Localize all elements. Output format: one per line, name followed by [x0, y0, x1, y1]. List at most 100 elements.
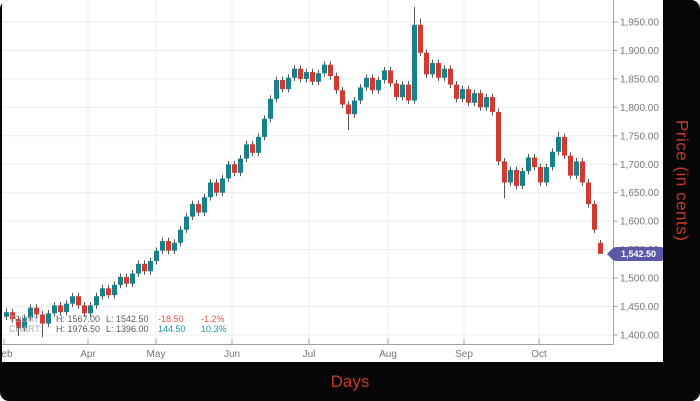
legend-today-high: H: 1567.00 [56, 314, 101, 324]
candle-body [58, 305, 63, 313]
legend-today-change: -18.50 [158, 314, 184, 324]
candle-body [64, 303, 69, 313]
candle-body [328, 64, 333, 77]
candle-body [214, 182, 219, 193]
x-tick-label: Jun [224, 349, 240, 360]
candle-body [364, 77, 369, 88]
chart-panel: 1,950.00 1,900.00 1,850.00 1,800.00 1,750.00… [2, 0, 663, 362]
candle-body [220, 178, 225, 193]
chart-legend: TODAY: H: 1567.00 L: 1542.50 -18.50 -1.2… [9, 314, 237, 334]
candle-body [70, 296, 75, 304]
candle-body [376, 80, 381, 91]
candle-body [130, 273, 135, 284]
candle-body [280, 80, 285, 90]
y-tick-label: 1,750.00 [620, 131, 659, 142]
y-tick-label: 1,450.00 [620, 302, 659, 313]
candle-body [10, 312, 15, 320]
candle-body [154, 250, 159, 261]
candle-body [424, 52, 429, 75]
candle-body [76, 296, 81, 306]
candle-body [484, 97, 489, 108]
candle-body [538, 167, 543, 183]
candle-body [4, 312, 9, 317]
candlestick-chart[interactable]: 1,950.00 1,900.00 1,850.00 1,800.00 1,750.00… [2, 0, 663, 362]
candle-body [472, 93, 477, 103]
candle-body [118, 276, 123, 285]
candle-body [388, 70, 393, 84]
candle-body [460, 89, 465, 99]
candle-body [598, 242, 603, 254]
grid-layer [2, 0, 614, 345]
candle-body [106, 288, 111, 296]
candle-body [232, 164, 237, 173]
candle-body [400, 84, 405, 98]
candle-body [166, 241, 171, 251]
legend-chart-low: L: 1396.00 [106, 324, 149, 334]
candle-body [448, 68, 453, 85]
candle-body [142, 263, 147, 272]
candle-body [520, 171, 525, 186]
candle-body [562, 136, 567, 156]
legend-chart-change: 144.50 [158, 324, 186, 334]
candle-body [100, 288, 105, 297]
x-tick-label: Sep [455, 349, 473, 360]
candle-body [184, 216, 189, 230]
candle-body [286, 77, 291, 90]
candle-body [304, 72, 309, 79]
candle-body [298, 68, 303, 79]
legend-today-pct: -1.2% [201, 314, 225, 324]
candle-body [82, 305, 87, 314]
candle-body [544, 167, 549, 183]
candle-body [160, 241, 165, 251]
candle-body [490, 97, 495, 112]
candle-body [262, 118, 267, 137]
candle-body [370, 77, 375, 91]
candle-body [190, 204, 195, 217]
candle-body [208, 182, 213, 198]
legend-today-low: L: 1542.50 [106, 314, 149, 324]
candle-body [466, 89, 471, 103]
x-tick-label: Aug [379, 349, 397, 360]
candle-body [124, 276, 129, 284]
x-tick-label: Oct [531, 349, 547, 360]
candle-body [478, 93, 483, 108]
candle-body [268, 98, 273, 119]
candle-body [112, 284, 117, 296]
candle-body [28, 307, 33, 318]
candle-body [586, 182, 591, 205]
candle-body [352, 100, 357, 115]
current-price-tag: 1,542.50 [607, 246, 663, 261]
candle-body [406, 84, 411, 101]
y-tick-label: 1,700.00 [620, 160, 659, 171]
candle-body [526, 157, 531, 172]
legend-row-chart: CHART: H: 1976.50 L: 1396.00 144.50 10.3… [9, 324, 237, 334]
candle-body [574, 161, 579, 176]
candle-body [22, 317, 27, 329]
x-tick-label: Apr [80, 349, 96, 360]
candle-body [136, 263, 141, 274]
y-tick-label: 1,800.00 [620, 103, 659, 114]
x-axis-title: Days [330, 371, 370, 391]
candle-body [418, 24, 423, 53]
legend-row-today: TODAY: H: 1567.00 L: 1542.50 -18.50 -1.2… [9, 314, 237, 324]
candle-body [496, 111, 501, 162]
candle-body [550, 151, 555, 168]
x-tick-label: Feb [2, 349, 13, 360]
candle-body [256, 136, 261, 153]
candle-body [322, 64, 327, 74]
x-tick-label: Jul [303, 349, 316, 360]
y-axis-title-strip: Price (in cents) [663, 0, 700, 362]
candle-body [52, 305, 57, 314]
candle-body [46, 313, 51, 324]
y-tick-label: 1,600.00 [620, 217, 659, 228]
candle-body [88, 305, 93, 314]
candle-body [310, 72, 315, 82]
x-axis-title-strip: Days [0, 362, 700, 401]
candle-body [514, 169, 519, 186]
candle-body [34, 307, 39, 315]
candle-body [250, 144, 255, 153]
candle-body [316, 73, 321, 82]
candle-body [580, 161, 585, 183]
candle-body [358, 87, 363, 101]
